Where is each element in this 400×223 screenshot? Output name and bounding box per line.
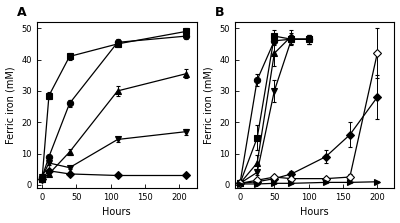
Y-axis label: Ferric iron (mM): Ferric iron (mM): [204, 66, 214, 144]
X-axis label: Hours: Hours: [300, 207, 329, 217]
X-axis label: Hours: Hours: [102, 207, 131, 217]
Text: A: A: [18, 6, 27, 19]
Text: B: B: [215, 6, 225, 19]
Y-axis label: Ferric iron (mM): Ferric iron (mM): [6, 66, 16, 144]
